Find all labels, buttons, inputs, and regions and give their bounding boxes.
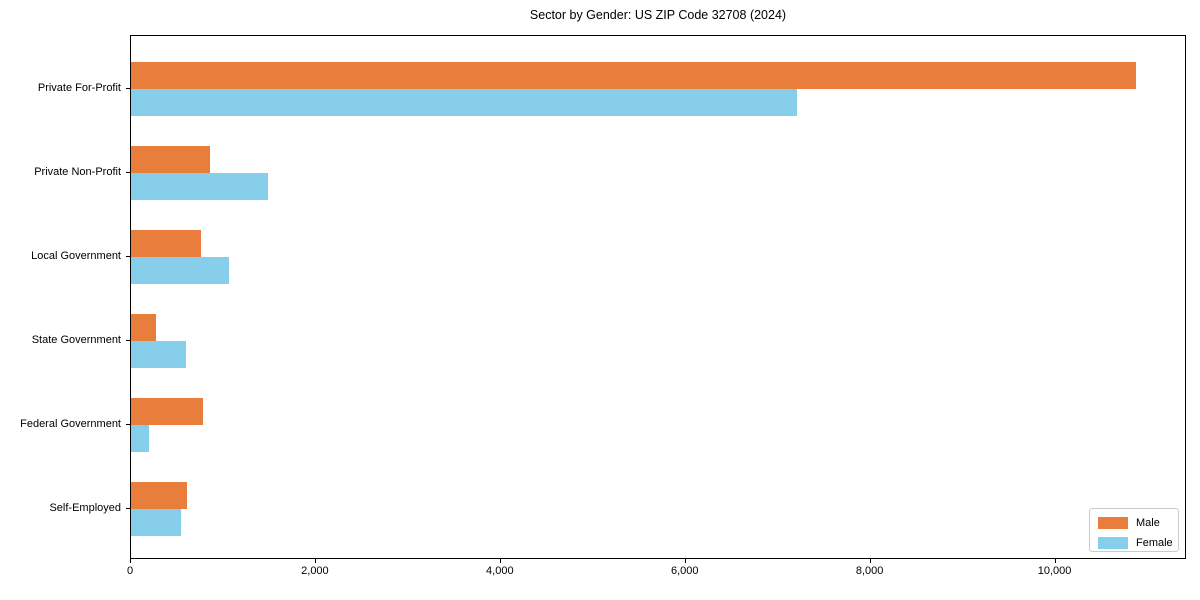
x-tick-mark: [499, 559, 501, 563]
y-axis-label: Federal Government: [20, 418, 121, 430]
legend-swatch-female: [1098, 537, 1128, 549]
x-tick-label: 4,000: [486, 565, 514, 577]
y-axis-label: Private For-Profit: [37, 82, 121, 94]
bar-male-private-non-profit: [131, 146, 211, 173]
legend-swatch-male: [1098, 517, 1128, 529]
bar-female-private-non-profit: [131, 173, 268, 200]
bar-male-federal-government: [131, 398, 203, 425]
y-tick-mark: [126, 508, 130, 509]
bar-male-private-for-profit: [131, 62, 1136, 89]
legend-item-male: Male: [1090, 513, 1178, 533]
x-tick-label: 0: [126, 565, 134, 577]
y-axis-label: Self-Employed: [49, 502, 121, 514]
x-tick-label: 10,000: [1037, 565, 1072, 577]
bar-female-private-for-profit: [131, 89, 797, 116]
x-tick-mark: [130, 559, 131, 563]
legend-label-female: Female: [1136, 537, 1173, 549]
y-axis-label: State Government: [31, 334, 121, 346]
bar-female-federal-government: [131, 425, 150, 452]
y-tick-mark: [126, 256, 130, 257]
x-tick-label: 6,000: [670, 565, 699, 577]
y-axis-label: Private Non-Profit: [34, 166, 121, 178]
bar-female-state-government: [131, 341, 186, 368]
x-tick-mark: [869, 559, 871, 563]
bar-male-local-government: [131, 230, 202, 257]
y-tick-mark: [126, 424, 130, 425]
y-tick-mark: [126, 88, 130, 89]
bar-female-self-employed: [131, 509, 181, 536]
x-tick-mark: [684, 559, 686, 563]
plot-area: [130, 35, 1186, 559]
legend-label-male: Male: [1136, 517, 1160, 529]
legend: Male Female: [1089, 508, 1179, 552]
y-tick-mark: [126, 172, 130, 173]
x-tick-mark: [314, 559, 316, 563]
y-tick-mark: [126, 340, 130, 341]
bar-male-state-government: [131, 314, 157, 341]
x-tick-label: 2,000: [301, 565, 329, 577]
legend-item-female: Female: [1090, 533, 1178, 553]
chart-title: Sector by Gender: US ZIP Code 32708 (202…: [529, 8, 787, 22]
bar-male-self-employed: [131, 482, 188, 509]
x-tick-mark: [1054, 559, 1056, 563]
bar-female-local-government: [131, 257, 229, 284]
x-tick-label: 8,000: [855, 565, 884, 577]
y-axis-label: Local Government: [31, 250, 121, 262]
